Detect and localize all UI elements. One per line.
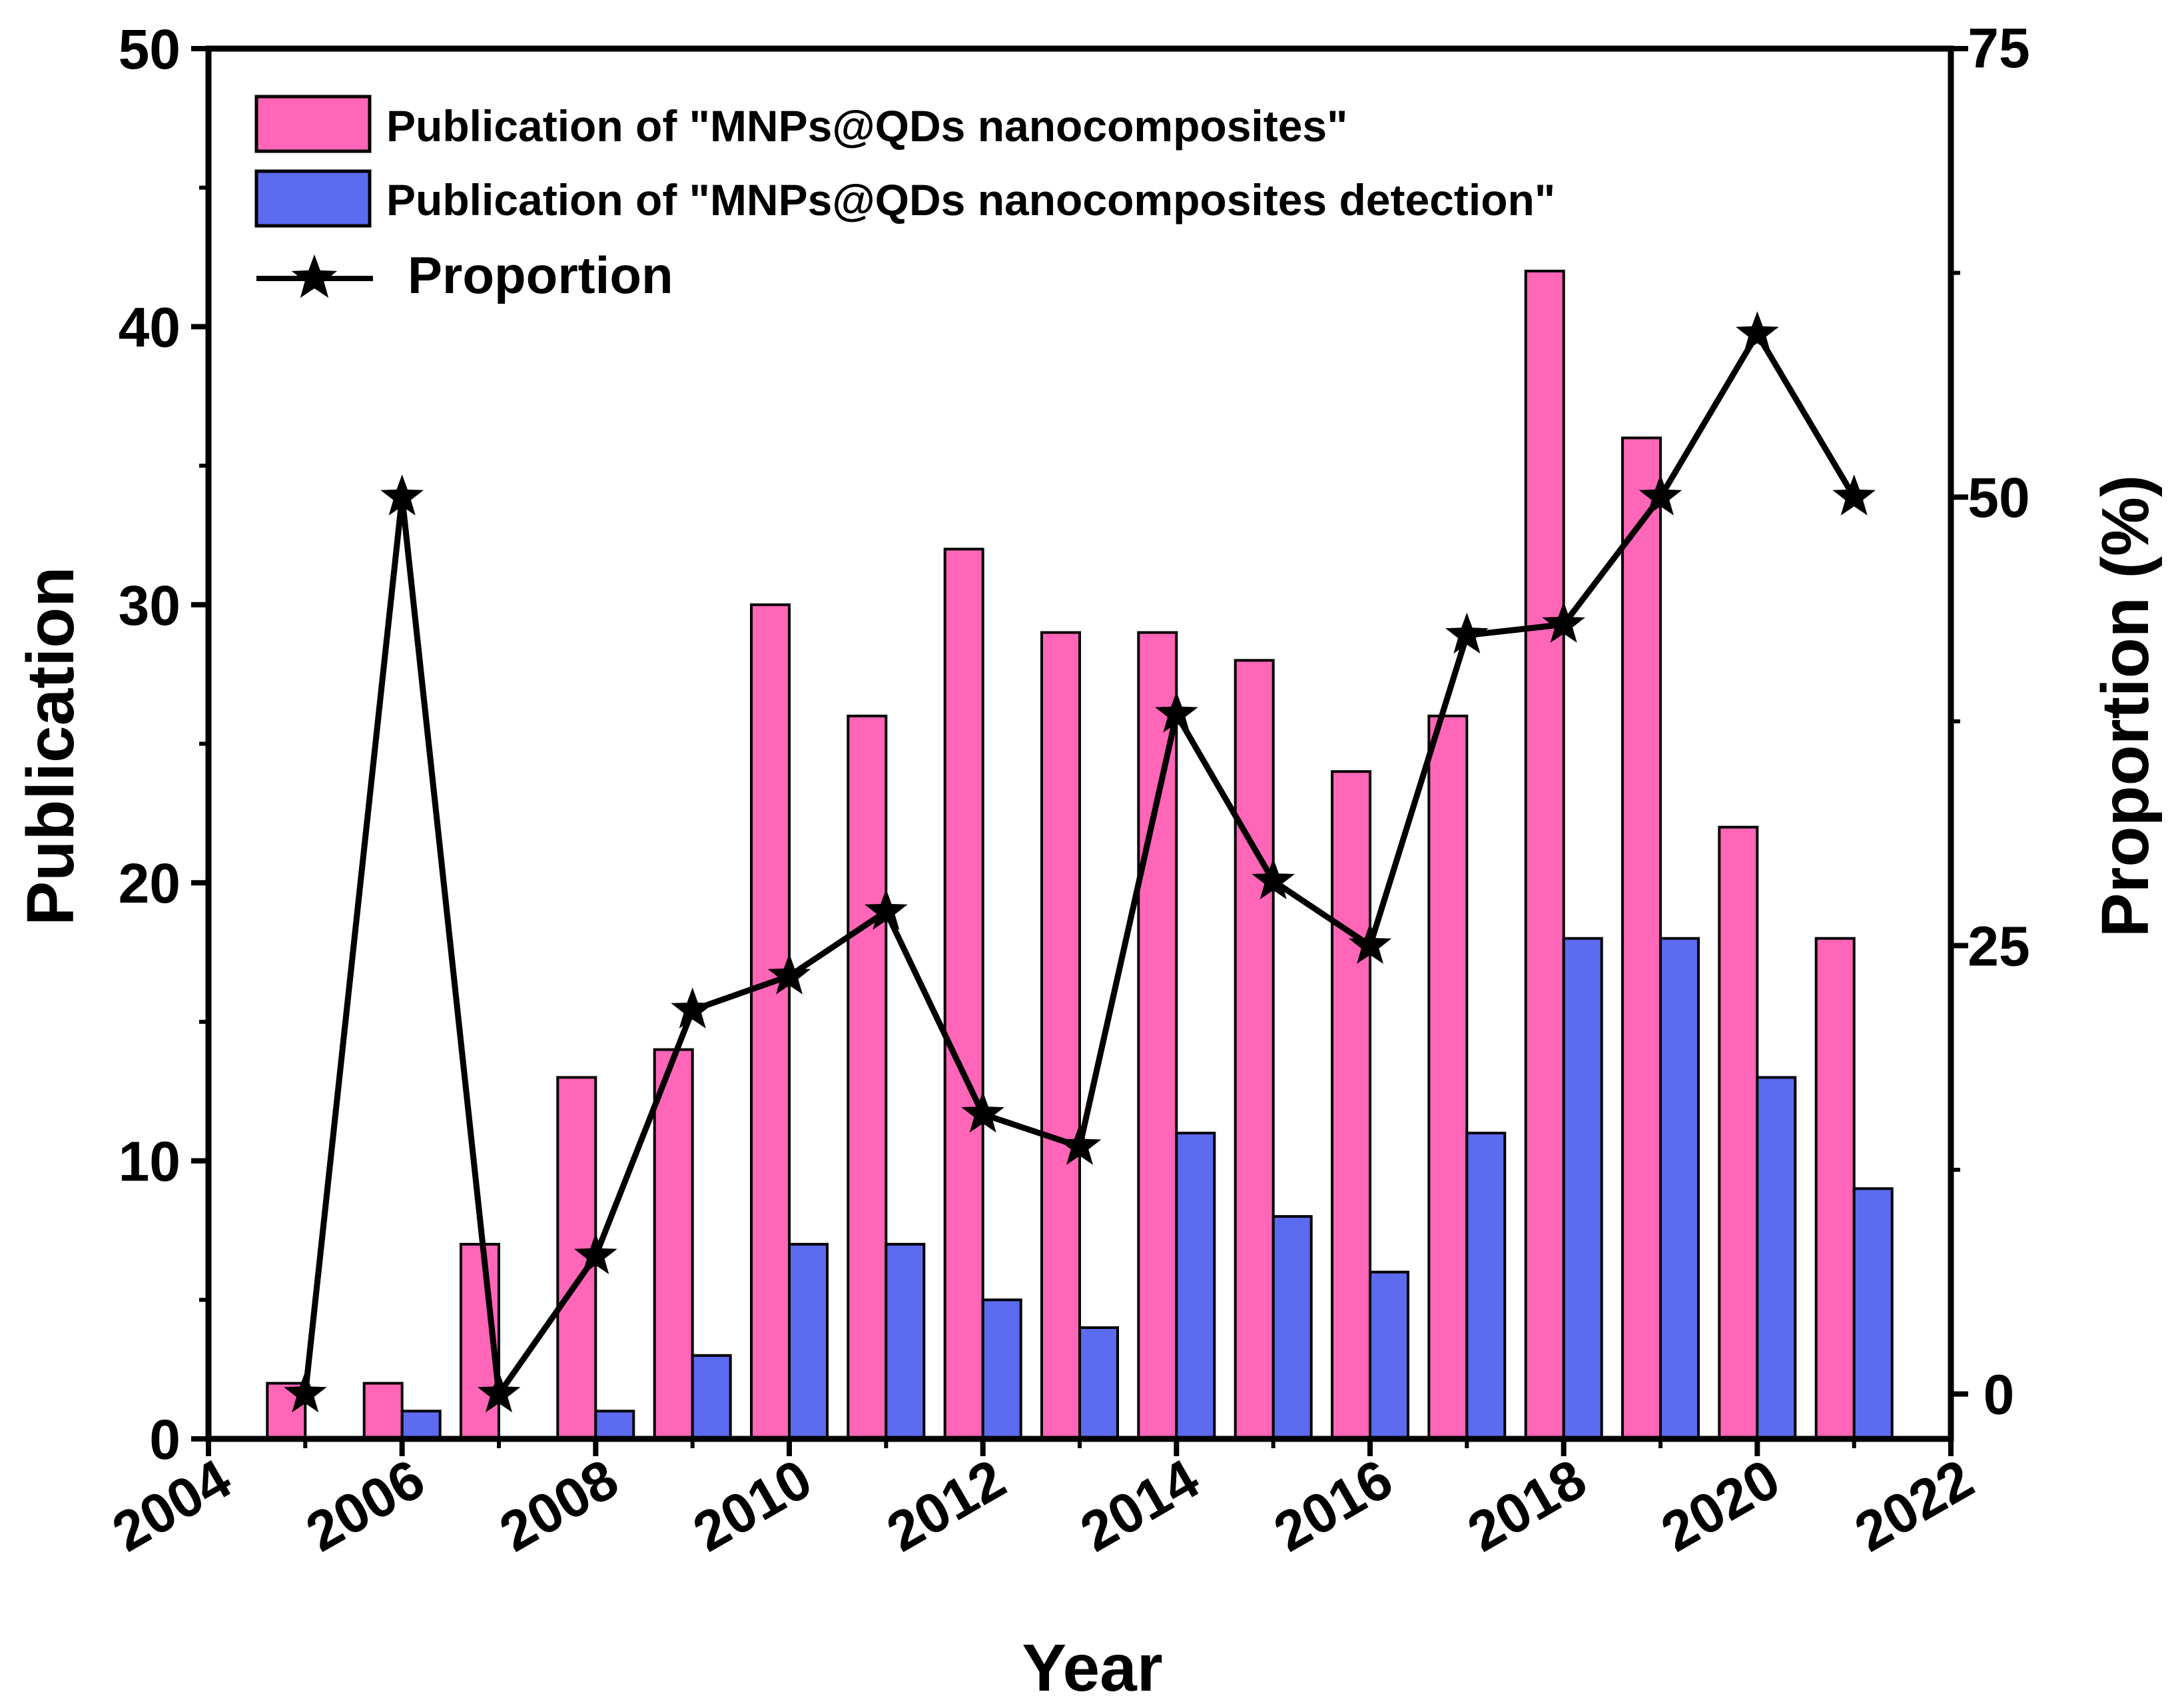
bar-publications xyxy=(943,548,984,1440)
y-axis-title: Publication xyxy=(13,567,88,926)
legend-label-publications: Publication of "MNPs@QDs nanocomposites" xyxy=(386,101,1347,151)
bar-publications xyxy=(1718,825,1759,1440)
proportion-star-marker xyxy=(767,953,811,995)
legend-swatch-detection xyxy=(254,169,372,228)
bar-detection xyxy=(691,1354,732,1441)
y-tick-label: 40 xyxy=(119,296,181,358)
y2-axis-title: Proportion (%) xyxy=(2088,475,2163,937)
x-tick-label: 2014 xyxy=(1070,1447,1209,1563)
y-tick-label: 20 xyxy=(119,852,181,915)
proportion-line-layer xyxy=(284,311,1876,1413)
bar-publications xyxy=(653,1048,694,1440)
legend-label-detection: Publication of "MNPs@QDs nanocomposites … xyxy=(386,175,1555,224)
y-tick-label: 50 xyxy=(119,18,181,81)
x-axis-title: Year xyxy=(1022,1631,1162,1705)
proportion-star-marker xyxy=(1445,612,1489,654)
bar-publications xyxy=(1040,631,1081,1440)
proportion-star-marker xyxy=(1155,691,1198,733)
bar-publications xyxy=(1814,937,1856,1440)
x-tick-label: 2010 xyxy=(683,1447,822,1563)
y2-tick-label: 50 xyxy=(1968,466,2029,529)
y2-tick-label: 0 xyxy=(1984,1364,2015,1426)
legend-label-proportion: Proportion xyxy=(408,246,673,304)
bar-detection xyxy=(981,1298,1022,1441)
legend: Publication of "MNPs@QDs nanocomposites"… xyxy=(254,95,1555,304)
proportion-star-marker xyxy=(1252,858,1295,899)
bar-detection xyxy=(1659,937,1700,1440)
bar-publications xyxy=(1137,631,1178,1440)
proportion-star-marker xyxy=(1832,474,1876,516)
bar-publications xyxy=(362,1382,404,1440)
bar-detection xyxy=(1272,1215,1313,1440)
y-tick-label: 0 xyxy=(149,1408,181,1471)
x-tick-label: 2022 xyxy=(1844,1447,1984,1563)
proportion-star-marker xyxy=(1058,1124,1102,1165)
bar-detection xyxy=(885,1242,926,1441)
proportion-star-marker xyxy=(1348,923,1392,964)
x-tick-label: 2020 xyxy=(1650,1447,1790,1563)
x-tick-label: 2006 xyxy=(296,1447,435,1563)
proportion-star-marker xyxy=(1736,311,1779,352)
proportion-star-marker xyxy=(961,1091,1004,1133)
x-tick-label: 2018 xyxy=(1457,1447,1597,1563)
proportion-star-marker xyxy=(284,1371,327,1413)
bar-publications xyxy=(1234,659,1275,1440)
bars-layer xyxy=(266,269,1894,1441)
proportion-star-marker xyxy=(1542,602,1585,643)
proportion-star-marker xyxy=(477,1371,521,1413)
proportion-star-marker xyxy=(1638,474,1682,516)
bar-publications xyxy=(750,603,791,1440)
x-tick-label: 2012 xyxy=(877,1447,1016,1563)
bar-publications xyxy=(847,714,888,1440)
proportion-star-marker xyxy=(671,987,714,1029)
x-tick-label: 2016 xyxy=(1264,1447,1403,1563)
bar-detection xyxy=(1852,1187,1894,1441)
x-tick-label: 2008 xyxy=(489,1447,628,1563)
bar-detection xyxy=(1465,1131,1507,1441)
bar-detection xyxy=(1369,1270,1409,1440)
bar-publications xyxy=(1621,436,1662,1440)
proportion-star-marker xyxy=(574,1233,617,1274)
bar-detection xyxy=(1078,1326,1119,1440)
bar-publications xyxy=(1427,714,1469,1440)
legend-star-marker xyxy=(291,254,338,298)
bar-detection xyxy=(594,1410,635,1441)
legend-swatch-publications xyxy=(254,95,372,153)
y2-tick-label: 75 xyxy=(1968,17,2029,79)
bar-publications xyxy=(1524,269,1565,1440)
y2-tick-label: 25 xyxy=(1968,915,2029,977)
y-tick-label: 10 xyxy=(119,1130,181,1193)
bar-publications xyxy=(1331,770,1371,1440)
bar-detection xyxy=(1562,937,1603,1440)
proportion-star-marker xyxy=(380,474,424,516)
bar-detection xyxy=(788,1242,829,1441)
bar-detection xyxy=(1756,1076,1797,1440)
y-tick-label: 30 xyxy=(119,574,181,637)
bar-detection xyxy=(1175,1131,1216,1441)
bar-detection xyxy=(400,1410,442,1441)
proportion-star-marker xyxy=(865,889,908,930)
